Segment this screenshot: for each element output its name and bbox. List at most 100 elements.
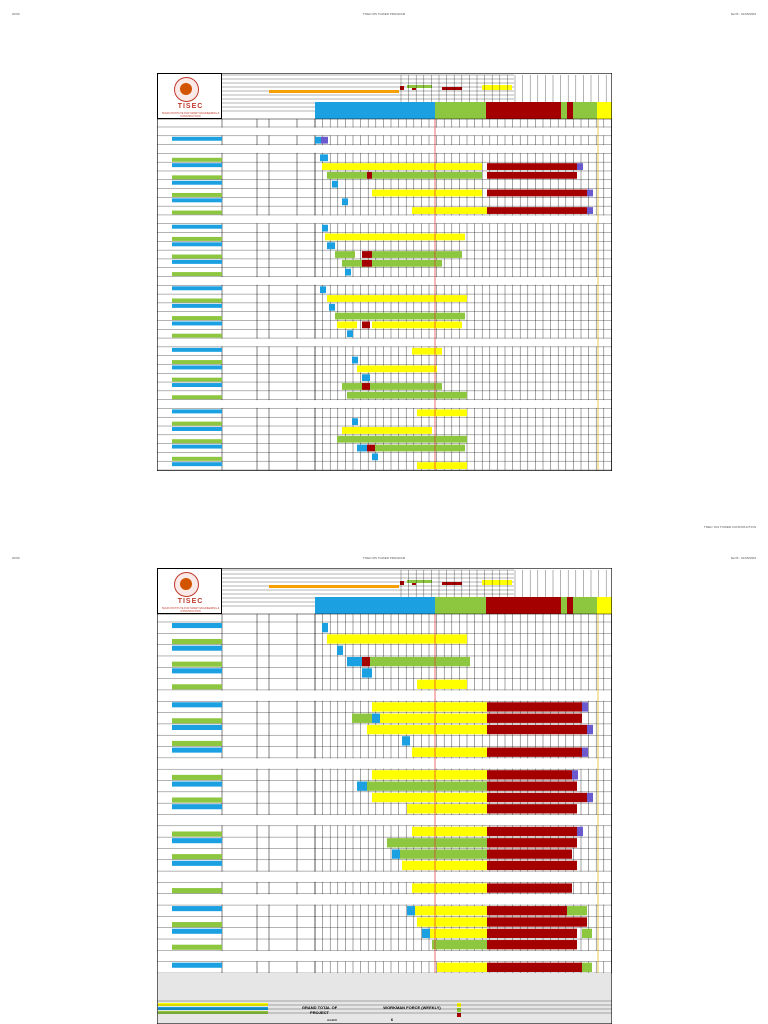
activity-color-blue [172, 427, 222, 431]
task-bar [400, 849, 487, 859]
task-bar [342, 259, 442, 267]
task-bar [582, 702, 588, 712]
logo-wordmark: TISEC [177, 103, 204, 110]
activity-color-green [172, 421, 222, 426]
activity-color-blue [172, 383, 222, 388]
phase-band [435, 102, 486, 119]
task-bar [372, 713, 380, 723]
header-bar [482, 580, 512, 585]
task-bar [327, 242, 335, 250]
header-milestone [400, 581, 404, 585]
activity-color-blue [172, 906, 222, 912]
section-row [158, 127, 611, 136]
task-bar [332, 180, 338, 188]
task-bar [387, 838, 487, 848]
task-bar [372, 189, 482, 197]
page-1-header: 20/09 TISEC MS TOWER PROGRAM Ref B - 01/… [0, 12, 768, 20]
task-bar [372, 702, 487, 712]
task-bar [567, 906, 587, 916]
activity-color-blue [172, 838, 222, 844]
activity-color-green [172, 922, 222, 928]
task-bar [321, 136, 328, 144]
activity-color-green [172, 395, 222, 400]
task-bar [402, 736, 410, 746]
task-bar [335, 251, 355, 258]
activity-color-green [172, 797, 222, 803]
grand-total-label: GRAND TOTAL OF PROJECT [301, 1005, 338, 1015]
activity-color-blue [172, 163, 222, 168]
header-bar [407, 580, 432, 583]
task-bar [362, 259, 372, 267]
page-1-header-center: TISEC MS TOWER PROGRAM [362, 12, 406, 16]
task-bar [412, 207, 492, 214]
task-bar [352, 418, 358, 426]
task-bar [412, 347, 442, 355]
task-bar [577, 826, 583, 837]
activity-color-green [172, 333, 222, 338]
activity-color-green [172, 831, 222, 837]
task-bar [372, 792, 487, 803]
task-bar [487, 928, 577, 939]
task-bar [342, 383, 442, 390]
task-bar [487, 917, 567, 927]
activity-color-blue [172, 747, 222, 753]
task-bar [487, 747, 582, 757]
section-row [158, 215, 611, 224]
summary-small-label: LEGEND [326, 1019, 338, 1022]
task-bar [487, 770, 572, 780]
task-bar [367, 781, 487, 791]
header-milestone [442, 87, 462, 90]
task-bar [357, 365, 437, 373]
task-bar [582, 962, 592, 972]
task-bar [342, 198, 348, 206]
activity-color-green [172, 298, 222, 303]
task-bar [417, 409, 467, 417]
section-row [158, 814, 611, 826]
task-bar [372, 171, 482, 179]
phase-band [597, 102, 612, 119]
summary-bar [158, 1007, 268, 1010]
header-bar [269, 90, 399, 93]
phase-band [435, 597, 486, 614]
activity-color-green [172, 272, 222, 277]
header-milestone [442, 582, 462, 585]
section-row [158, 400, 611, 408]
activity-color-blue [172, 804, 222, 810]
activity-color-blue [172, 347, 222, 352]
task-bar [417, 679, 467, 689]
workforce-label: WORKMAN FORCE (WEEKLY) [383, 1005, 441, 1010]
task-bar [367, 171, 372, 179]
phase-band [567, 597, 573, 614]
task-bar [487, 838, 577, 848]
task-bar [357, 444, 367, 452]
task-bar [372, 770, 487, 780]
phase-band [573, 597, 597, 614]
task-bar [487, 860, 577, 871]
task-bar [412, 747, 487, 757]
task-bar [325, 233, 465, 241]
task-bar [335, 312, 465, 320]
task-bar [337, 645, 343, 655]
task-bar [487, 702, 582, 712]
task-bar [352, 713, 382, 723]
activity-color-blue [172, 702, 222, 708]
legend-swatch [457, 1013, 461, 1017]
activity-color-green [172, 774, 222, 780]
task-bar [402, 860, 487, 871]
activity-color-green [172, 854, 222, 860]
task-bar [412, 883, 487, 893]
activity-color-blue [172, 462, 222, 467]
task-bar [587, 189, 593, 197]
activity-color-blue [172, 962, 222, 968]
task-bar [487, 713, 582, 723]
task-bar [417, 462, 467, 469]
task-bar [582, 747, 588, 757]
task-bar [487, 163, 577, 170]
task-bar [367, 724, 487, 735]
task-bar [417, 917, 487, 927]
task-bar [315, 136, 321, 144]
section-row [158, 871, 611, 882]
task-bar [487, 849, 572, 859]
gantt-grid-2 [157, 568, 612, 1024]
task-bar [487, 781, 577, 791]
